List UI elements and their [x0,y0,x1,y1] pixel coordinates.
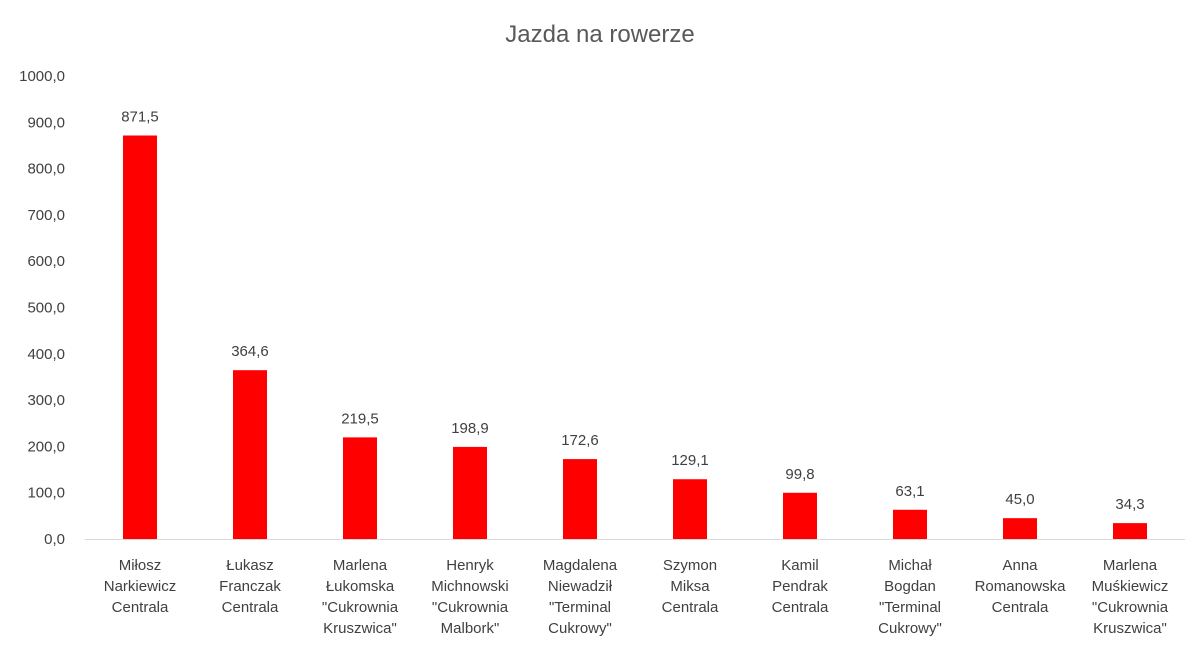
y-tick-label: 900,0 [27,114,65,131]
bar [123,135,157,540]
data-label: 364,6 [231,343,269,360]
x-axis: Miłosz Narkiewicz Centrala Łukasz Franczak Ce… [104,557,1169,637]
category-label-line: Henryk [446,557,494,574]
category-label-line: Centrala [222,599,279,616]
category-label-line: "Cukrownia [1092,599,1169,616]
category-label-line: Miksa [670,578,710,595]
data-label: 219,5 [341,410,379,427]
category-label: Marlena Łukomska "Cukrownia Kruszwica" [322,557,399,637]
category-label: Kamil Pendrak Centrala [772,557,829,616]
y-tick-label: 700,0 [27,207,65,224]
data-labels-group: 871,5 364,6 219,5 198,9 172,6 129,1 99,8 63,1 45… [121,108,1144,513]
category-label: Anna Romanowska Centrala [975,557,1067,616]
y-tick-label: 300,0 [27,392,65,409]
category-label: Henryk Michnowski "Cukrownia Malbork" [431,557,509,637]
bar [343,437,377,539]
category-label-line: Łukomska [326,578,395,595]
data-label: 34,3 [1115,496,1144,513]
category-label-line: Szymon [663,557,717,574]
category-label-line: Marlena [1103,557,1158,574]
y-tick-label: 100,0 [27,485,65,502]
bar [1003,518,1037,539]
category-label-line: Miłosz [119,557,162,574]
bar [233,370,267,539]
chart-title: Jazda na rowerze [505,21,694,48]
category-label-line: "Terminal [549,599,611,616]
category-label: Szymon Miksa Centrala [662,557,719,616]
category-label-line: Pendrak [772,578,828,595]
bar [1113,523,1147,539]
category-label-line: Cukrowy" [548,620,612,637]
category-label: Łukasz Franczak Centrala [219,557,281,616]
category-label-line: Magdalena [543,557,618,574]
data-label: 99,8 [785,466,814,483]
y-tick-label: 1000,0 [19,68,65,85]
category-label-line: Narkiewicz [104,578,177,595]
data-label: 63,1 [895,483,924,500]
bar [783,492,817,539]
category-label: Marlena Muśkiewicz "Cukrownia Kruszwica" [1092,557,1169,637]
category-label-line: Kruszwica" [1093,620,1167,637]
category-label-line: Cukrowy" [878,620,942,637]
category-label: Magdalena Niewadził "Terminal Cukrowy" [543,557,618,637]
bar [563,459,597,539]
data-label: 129,1 [671,452,709,469]
bar [453,446,487,539]
category-label-line: Kruszwica" [323,620,397,637]
category-label-line: Łukasz [226,557,274,574]
category-label-line: Centrala [772,599,829,616]
category-label: Michał Bogdan "Terminal Cukrowy" [878,557,942,637]
y-tick-label: 600,0 [27,253,65,270]
bar [673,479,707,539]
category-label-line: Romanowska [975,578,1067,595]
y-tick-label: 200,0 [27,438,65,455]
y-tick-label: 500,0 [27,300,65,317]
category-label-line: "Cukrownia [322,599,399,616]
category-label: Miłosz Narkiewicz Centrala [104,557,177,616]
y-tick-label: 400,0 [27,346,65,363]
category-label-line: Anna [1002,557,1038,574]
y-tick-label: 0,0 [44,531,65,548]
category-label-line: Franczak [219,578,281,595]
y-tick-label: 800,0 [27,161,65,178]
category-label-line: Michnowski [431,578,509,595]
category-label-line: Centrala [662,599,719,616]
category-label-line: "Terminal [879,599,941,616]
category-label-line: "Cukrownia [432,599,509,616]
data-label: 172,6 [561,432,599,449]
category-label-line: Bogdan [884,578,936,595]
category-label-line: Marlena [333,557,388,574]
bar [893,509,927,539]
category-label-line: Niewadził [548,578,613,595]
category-label-line: Michał [888,557,932,574]
category-label-line: Centrala [112,599,169,616]
data-label: 198,9 [451,420,489,437]
category-label-line: Kamil [781,557,819,574]
category-label-line: Malbork" [441,620,500,637]
data-label: 871,5 [121,108,159,125]
category-label-line: Muśkiewicz [1092,578,1169,595]
y-axis: 0,0 100,0 200,0 300,0 400,0 500,0 600,0 700,0 80… [19,68,65,548]
category-label-line: Centrala [992,599,1049,616]
bars-group [123,135,1147,540]
data-label: 45,0 [1005,491,1034,508]
